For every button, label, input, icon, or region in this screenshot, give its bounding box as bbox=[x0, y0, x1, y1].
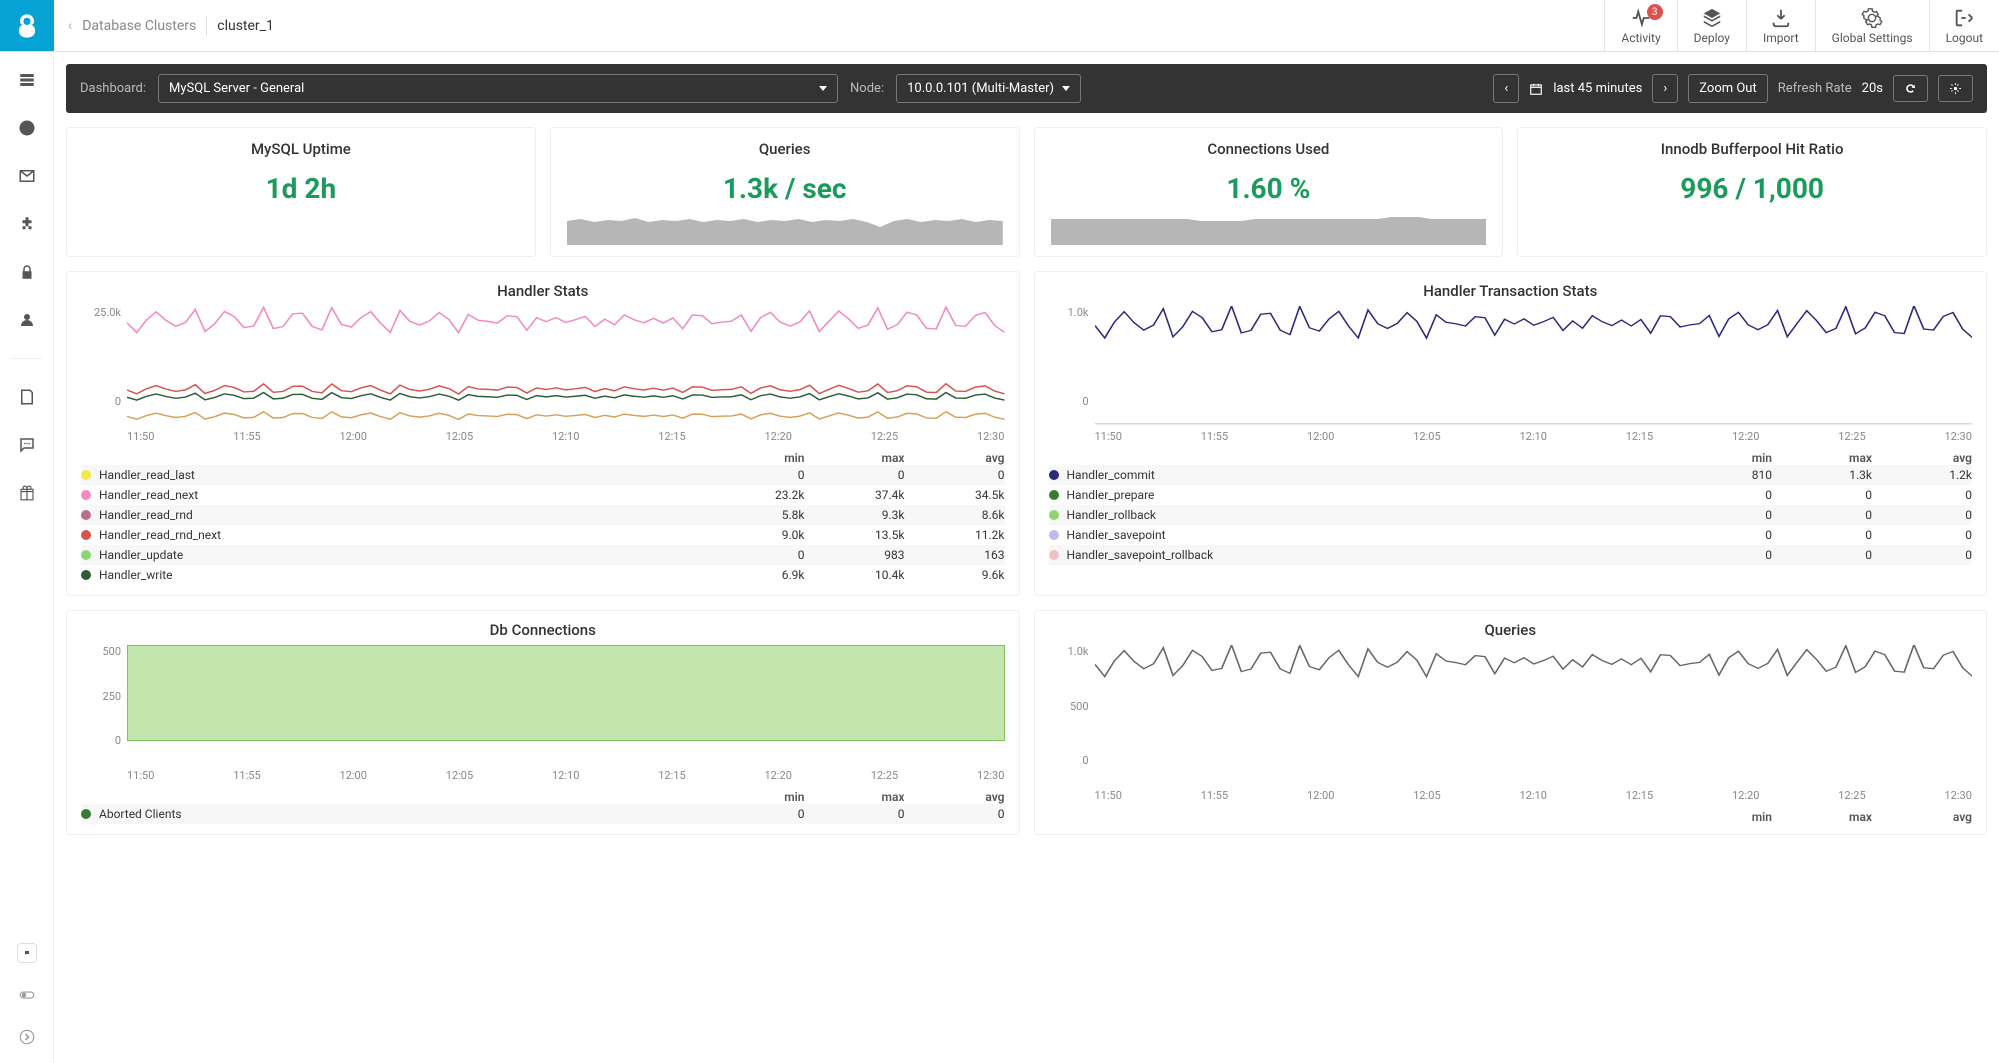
panel-queries: Queries 1.0k5000 11:5011:5512:0012:0512:… bbox=[1034, 610, 1988, 835]
legend-row[interactable]: Handler_read_next23.2k37.4k34.5k bbox=[81, 485, 1005, 505]
chevron-down-icon bbox=[819, 86, 827, 91]
sidebar-docs-icon[interactable] bbox=[17, 387, 37, 407]
handler-stats-chart bbox=[127, 306, 1005, 426]
panel-handler-stats: Handler Stats 25.0k0 11:5011:5512:0012:0… bbox=[66, 271, 1020, 596]
logout-icon bbox=[1953, 7, 1975, 29]
range-prev-button[interactable]: ‹ bbox=[1493, 74, 1519, 103]
top-actions: 3 Activity Deploy Import Global Settings… bbox=[1604, 0, 1999, 51]
chevron-left-icon[interactable]: ‹ bbox=[68, 18, 72, 34]
activity-button[interactable]: 3 Activity bbox=[1604, 0, 1676, 51]
queries-sparkline bbox=[567, 213, 1003, 245]
import-icon bbox=[1770, 7, 1792, 29]
sidebar-users-icon[interactable] bbox=[17, 310, 37, 330]
queries-chart bbox=[1095, 645, 1973, 785]
legend-row[interactable]: Handler_commit8101.3k1.2k bbox=[1049, 465, 1973, 485]
tile-uptime: MySQL Uptime 1d 2h bbox=[66, 127, 536, 257]
legend-row[interactable]: Handler_read_rnd5.8k9.3k8.6k bbox=[81, 505, 1005, 525]
connections-sparkline bbox=[1051, 213, 1487, 245]
legend-row[interactable]: Handler_update0983163 bbox=[81, 545, 1005, 565]
breadcrumb-parent[interactable]: Database Clusters bbox=[82, 18, 196, 34]
node-select[interactable]: 10.0.0.101 (Multi-Master) bbox=[896, 74, 1081, 103]
zoom-out-button[interactable]: Zoom Out bbox=[1688, 74, 1767, 103]
topbar: ‹ Database Clusters cluster_1 3 Activity… bbox=[0, 0, 1999, 52]
legend-row[interactable]: Handler_read_last000 bbox=[81, 465, 1005, 485]
deploy-button[interactable]: Deploy bbox=[1677, 0, 1746, 51]
sidebar-collapse-icon[interactable] bbox=[17, 1027, 37, 1047]
logout-button[interactable]: Logout bbox=[1929, 0, 1999, 51]
legend-row[interactable]: Handler_rollback000 bbox=[1049, 505, 1973, 525]
global-settings-button[interactable]: Global Settings bbox=[1815, 0, 1929, 51]
legend-row[interactable]: Handler_prepare000 bbox=[1049, 485, 1973, 505]
sidebar-plugins-icon[interactable] bbox=[17, 214, 37, 234]
dashboard-select[interactable]: MySQL Server - General bbox=[158, 74, 838, 103]
time-range[interactable]: last 45 minutes bbox=[1553, 81, 1642, 96]
refresh-button[interactable] bbox=[1893, 75, 1928, 102]
sidebar-feedback-icon[interactable] bbox=[17, 435, 37, 455]
sidebar bbox=[0, 52, 54, 1063]
sidebar-gift-icon[interactable] bbox=[17, 483, 37, 503]
legend-row[interactable]: Handler_savepoint000 bbox=[1049, 525, 1973, 545]
range-next-button[interactable]: › bbox=[1652, 74, 1678, 103]
gear-icon bbox=[1861, 7, 1883, 29]
calendar-icon bbox=[1529, 82, 1543, 96]
tile-bufferpool: Innodb Bufferpool Hit Ratio 996 / 1,000 bbox=[1517, 127, 1987, 257]
sidebar-security-icon[interactable] bbox=[17, 262, 37, 282]
legend-row[interactable]: Aborted Clients000 bbox=[81, 804, 1005, 824]
tile-connections: Connections Used 1.60 % bbox=[1034, 127, 1504, 257]
sidebar-chat-icon[interactable] bbox=[17, 943, 37, 963]
import-button[interactable]: Import bbox=[1746, 0, 1815, 51]
breadcrumb-current: cluster_1 bbox=[217, 18, 274, 34]
sidebar-dashboards-icon[interactable] bbox=[17, 118, 37, 138]
panel-handler-tx: Handler Transaction Stats 1.0k0 11:5011:… bbox=[1034, 271, 1988, 596]
layers-icon bbox=[1701, 7, 1723, 29]
sidebar-mail-icon[interactable] bbox=[17, 166, 37, 186]
panel-db-connections: Db Connections 5002500 11:5011:5512:0012… bbox=[66, 610, 1020, 835]
legend-row[interactable]: Handler_write6.9k10.4k9.6k bbox=[81, 565, 1005, 585]
legend-row[interactable]: Handler_savepoint_rollback000 bbox=[1049, 545, 1973, 565]
toolbar-settings-button[interactable] bbox=[1938, 75, 1973, 102]
db-connections-chart bbox=[127, 645, 1005, 741]
dashboard-toolbar: Dashboard: MySQL Server - General Node: … bbox=[66, 64, 1987, 113]
legend-row[interactable]: Handler_read_rnd_next9.0k13.5k11.2k bbox=[81, 525, 1005, 545]
activity-badge: 3 bbox=[1647, 4, 1663, 20]
brand-logo[interactable] bbox=[0, 0, 54, 51]
handler-tx-chart bbox=[1095, 306, 1973, 426]
tile-queries: Queries 1.3k / sec bbox=[550, 127, 1020, 257]
sidebar-toggle-icon[interactable] bbox=[17, 985, 37, 1005]
sidebar-clusters-icon[interactable] bbox=[17, 70, 37, 90]
chevron-down-icon bbox=[1062, 86, 1070, 91]
breadcrumb: ‹ Database Clusters cluster_1 bbox=[54, 0, 288, 51]
